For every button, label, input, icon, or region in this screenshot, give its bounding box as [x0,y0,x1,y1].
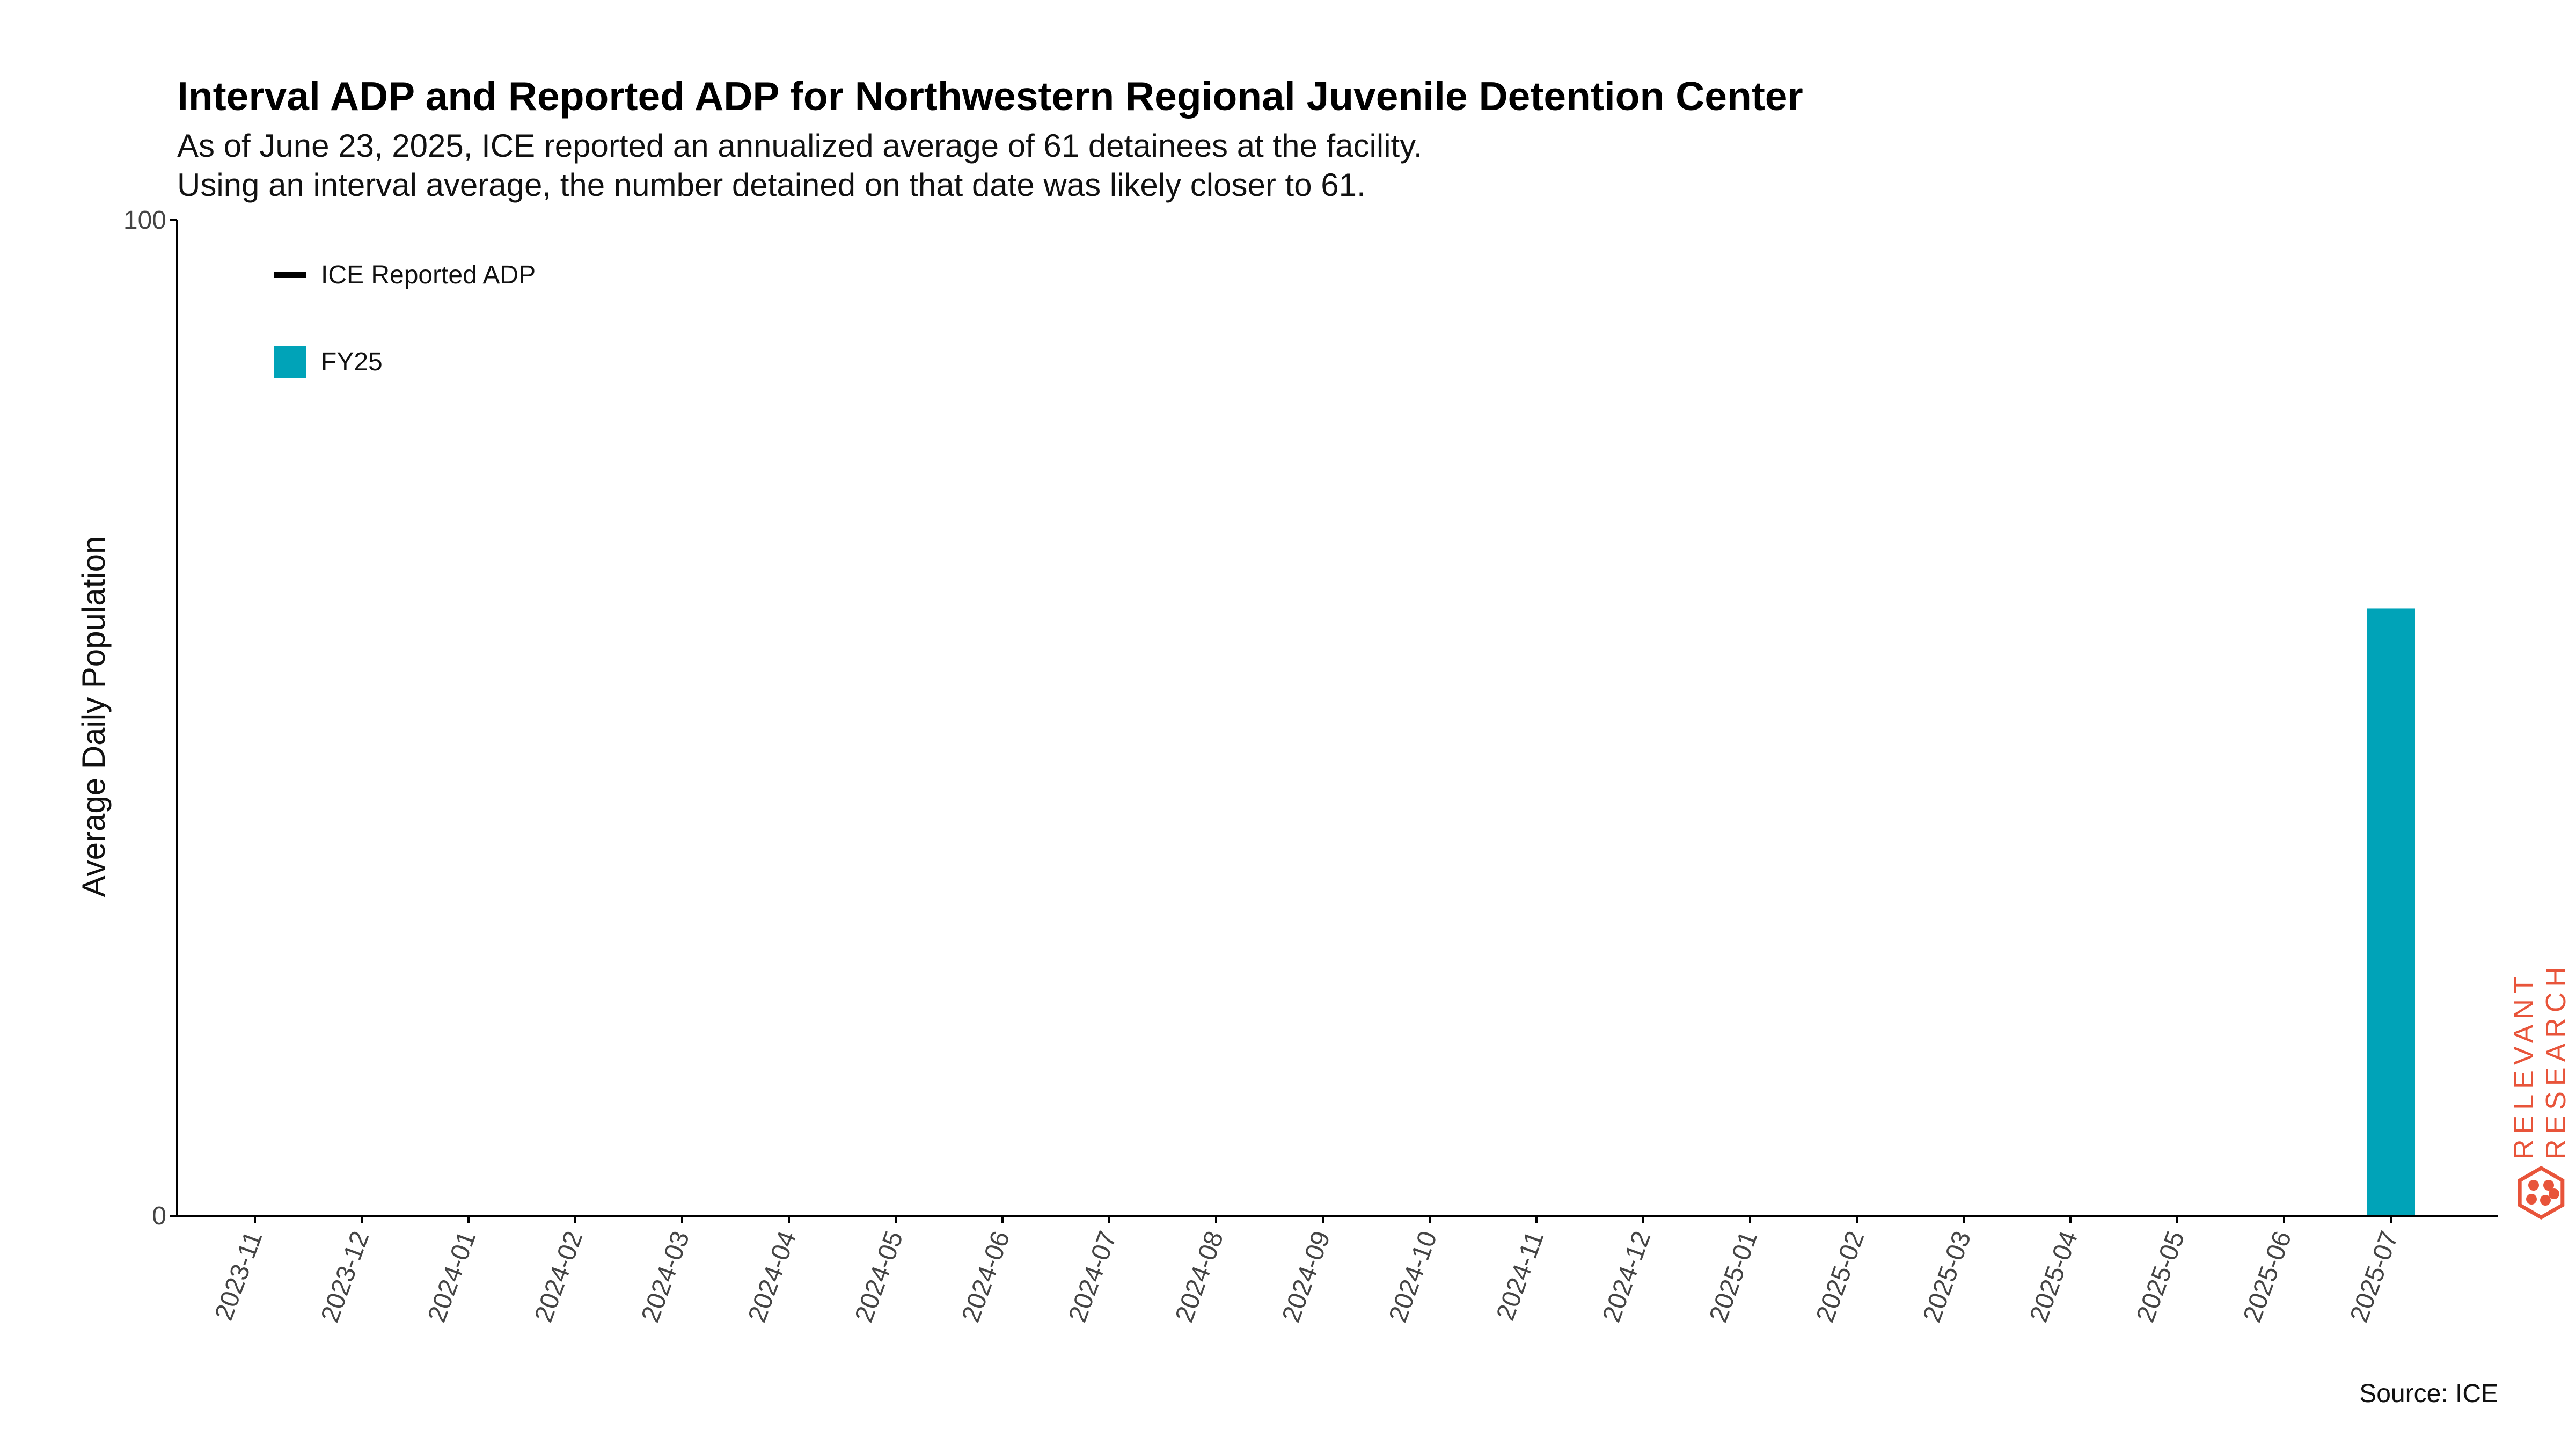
legend: ICE Reported ADP FY25 [274,261,536,378]
bar-fy25-2025-07 [2367,608,2415,1216]
x-tick-label-2024-10: 2024-10 [1384,1228,1443,1326]
x-tick-label-2024-07: 2024-07 [1063,1228,1122,1326]
brand-dot-4 [2549,1188,2559,1199]
source-note: Source: ICE [2359,1380,2498,1408]
x-tick-label-2024-02: 2024-02 [529,1228,588,1326]
y-axis-label: Average Daily Population [76,536,112,898]
legend-marker-fy25 [274,346,306,378]
brand-dot-3 [2540,1195,2551,1206]
chart-subtitle-line-1: As of June 23, 2025, ICE reported an ann… [177,128,1422,164]
x-tick-label-2024-05: 2024-05 [850,1228,909,1326]
y-tick-label-100: 100 [123,206,166,235]
brand-line-1: RELEVANT [2508,971,2540,1159]
x-tick-label-2024-12: 2024-12 [1597,1228,1656,1326]
brand-hexagon-outline [2518,1165,2565,1220]
plot-area: 0 100 2023-11 2023-12 2024-01 2024-02 2024-03 2… [123,206,2498,1326]
x-tick-label-2025-01: 2025-01 [1704,1228,1763,1326]
x-tick-label-2025-07: 2025-07 [2345,1228,2404,1326]
x-tick-label-2024-11: 2024-11 [1491,1228,1550,1324]
brand-logo: RELEVANT RESEARCH [2508,961,2572,1220]
x-tick-label-2024-08: 2024-08 [1170,1228,1229,1326]
x-tick-label-2024-04: 2024-04 [743,1228,802,1326]
legend-label-fy25: FY25 [321,348,383,376]
x-tick-label-2023-11: 2023-11 [210,1228,268,1324]
x-tick-label-2024-03: 2024-03 [636,1228,695,1326]
brand-dot-2 [2526,1194,2537,1205]
brand-dot-0 [2528,1180,2539,1191]
x-tick-label-2025-05: 2025-05 [2131,1228,2190,1326]
x-tick-label-2025-02: 2025-02 [1811,1228,1870,1326]
y-tick-label-0: 0 [152,1202,166,1230]
chart-title: Interval ADP and Reported ADP for Northw… [177,74,1803,119]
x-tick-label-2025-03: 2025-03 [1918,1228,1977,1326]
brand-dot-1 [2543,1180,2554,1191]
brand-line-2: RESEARCH [2541,961,2572,1159]
hexagon-dots-logo-icon [2518,1165,2565,1220]
x-tick-label-2025-04: 2025-04 [2024,1228,2083,1326]
x-tick-label-2025-06: 2025-06 [2238,1228,2297,1326]
x-tick-label-2024-09: 2024-09 [1277,1228,1336,1326]
x-tick-label-2024-01: 2024-01 [422,1228,481,1326]
x-tick-label-2024-06: 2024-06 [956,1228,1015,1326]
chart-subtitle-line-2: Using an interval average, the number de… [177,167,1366,203]
x-tick-label-2023-12: 2023-12 [316,1228,375,1326]
legend-label-ice-reported-adp: ICE Reported ADP [321,261,536,289]
